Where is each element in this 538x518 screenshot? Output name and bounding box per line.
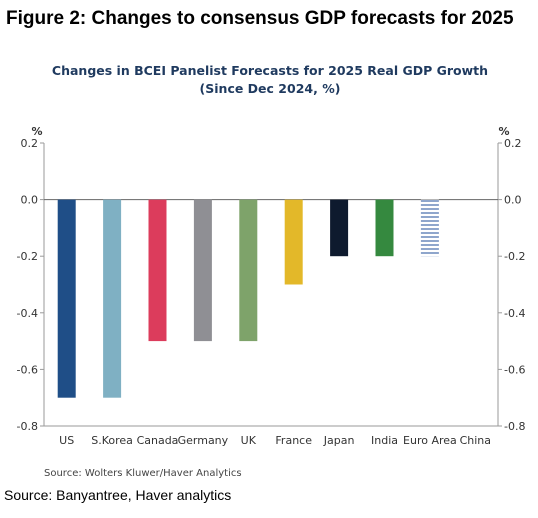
x-labels-layer: US S.Korea Canada Germany UK France Japan India… xyxy=(59,434,491,447)
x-tick-label: Japan xyxy=(323,434,355,447)
x-tick-label: India xyxy=(371,434,398,447)
bar-canada xyxy=(148,199,167,342)
figure-caption: Figure 2: Changes to consensus GDP forec… xyxy=(6,8,514,29)
bar-france xyxy=(284,199,303,285)
y-tick-label-right: -0.8 xyxy=(504,420,525,433)
y-tick-label-left: -0.2 xyxy=(17,250,38,263)
x-tick-label: Canada xyxy=(137,434,179,447)
bar-india xyxy=(375,199,394,257)
y-tick-label-left: -0.8 xyxy=(17,420,38,433)
x-tick-label: Germany xyxy=(178,434,229,447)
bar-germany xyxy=(193,199,212,342)
x-tick-label: US xyxy=(59,434,74,447)
y-tick-label-left: -0.6 xyxy=(17,363,38,376)
y-tick-label-left: 0.0 xyxy=(21,194,39,207)
chart-source: Source: Wolters Kluwer/Haver Analytics xyxy=(44,468,242,479)
chart-subtitle: (Since Dec 2024, %) xyxy=(200,81,341,96)
y-tick-label-left: -0.4 xyxy=(17,307,38,320)
y-tick-label-right: -0.2 xyxy=(504,250,525,263)
figure-source: Source: Banyantree, Haver analytics xyxy=(4,487,232,503)
right-axis-unit: % xyxy=(498,125,509,138)
bar-s-korea xyxy=(103,199,122,398)
axes-layer: 0.2 0.2 0.0 0.0 -0.2 -0.2 -0.4 -0.4 -0.6 -0.6 -0.8… xyxy=(17,137,526,433)
y-tick-label-left: 0.2 xyxy=(21,137,39,150)
x-tick-label: UK xyxy=(241,434,257,447)
bar-us xyxy=(57,199,76,398)
x-tick-label: China xyxy=(460,434,491,447)
bar-uk xyxy=(239,199,258,342)
bar-euro-area xyxy=(420,199,439,257)
left-axis-unit: % xyxy=(31,125,42,138)
y-tick-label-right: -0.4 xyxy=(504,307,525,320)
chart-title: Changes in BCEI Panelist Forecasts for 2… xyxy=(52,63,488,78)
bar-japan xyxy=(330,199,349,257)
y-tick-label-right: 0.0 xyxy=(504,194,522,207)
bars-layer xyxy=(57,199,439,398)
x-tick-label: France xyxy=(275,434,312,447)
x-tick-label: Euro Area xyxy=(403,434,457,447)
y-tick-label-right: 0.2 xyxy=(504,137,522,150)
x-tick-label: S.Korea xyxy=(91,434,133,447)
y-tick-label-right: -0.6 xyxy=(504,363,525,376)
